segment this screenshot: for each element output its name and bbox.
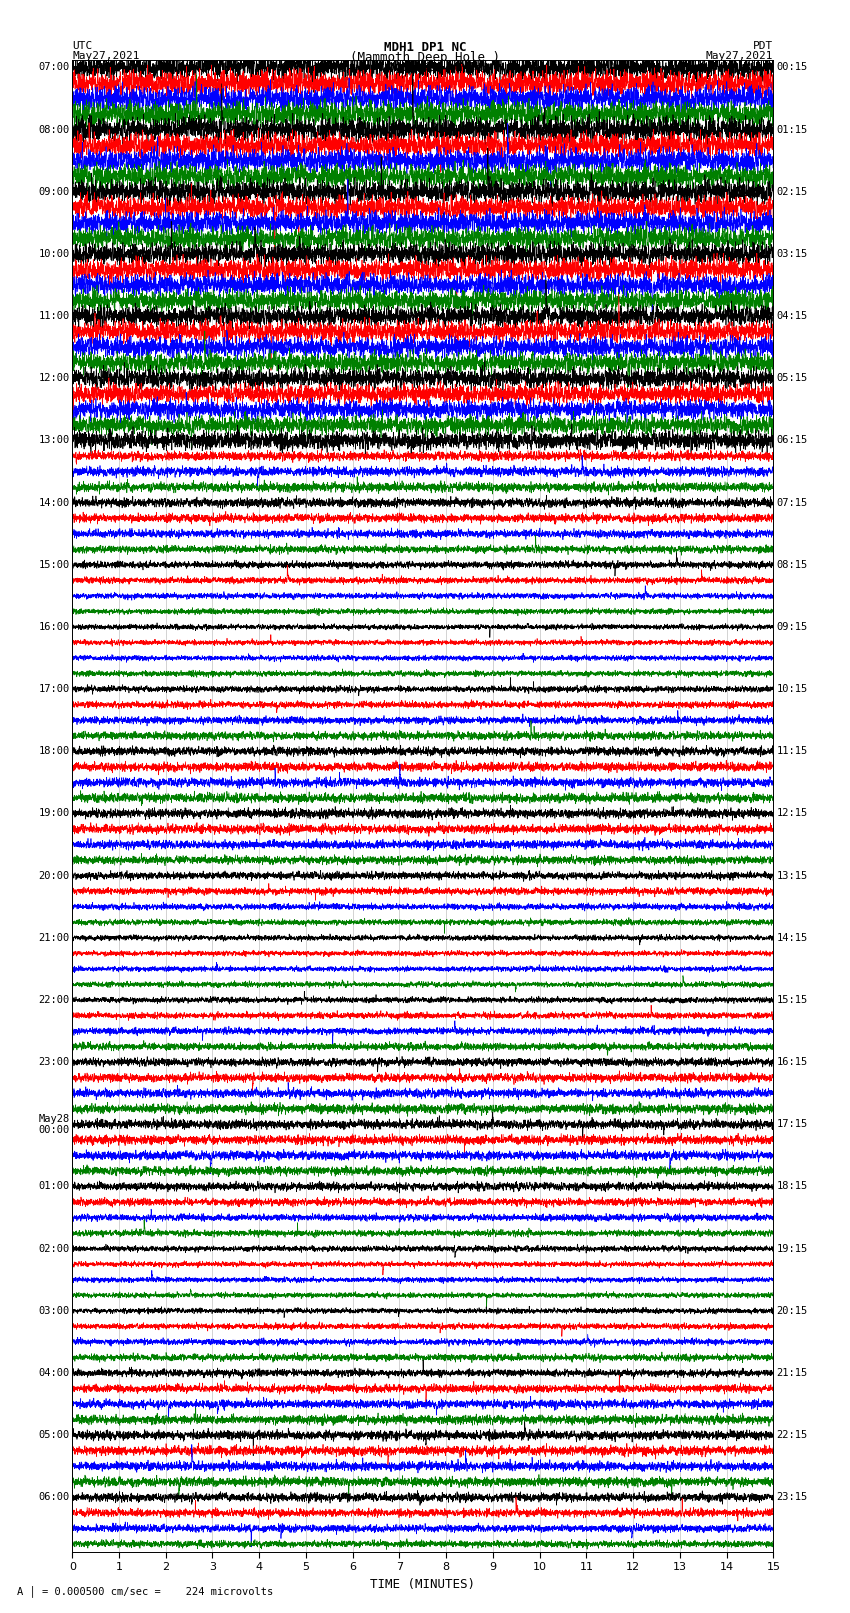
X-axis label: TIME (MINUTES): TIME (MINUTES) xyxy=(371,1578,475,1590)
Text: A │ = 0.000500 cm/sec =    224 microvolts: A │ = 0.000500 cm/sec = 224 microvolts xyxy=(17,1586,273,1597)
Text: │ = 0.000500 cm/sec: │ = 0.000500 cm/sec xyxy=(361,60,489,74)
Text: UTC: UTC xyxy=(72,40,93,52)
Text: May27,2021: May27,2021 xyxy=(706,50,774,61)
Text: MDH1 DP1 NC: MDH1 DP1 NC xyxy=(383,40,467,55)
Text: (Mammoth Deep Hole ): (Mammoth Deep Hole ) xyxy=(350,50,500,65)
Text: PDT: PDT xyxy=(753,40,774,52)
Text: May27,2021: May27,2021 xyxy=(72,50,139,61)
